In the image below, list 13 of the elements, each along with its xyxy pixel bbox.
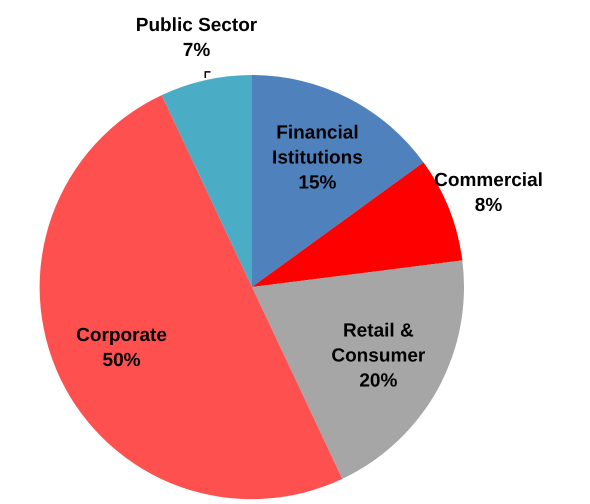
data-label: 8% (474, 194, 502, 216)
slice-label: Public Sector (136, 15, 258, 36)
pie-slice (252, 260, 464, 479)
slice-label: Commercial (434, 170, 543, 191)
data-label: 50% (102, 350, 141, 371)
slice-label: Financial Istitutions (272, 122, 363, 169)
data-label: 20% (359, 370, 398, 392)
slice-label: Retail & Consumer (331, 320, 426, 366)
slice-label: Corporate (76, 324, 167, 346)
pie-slice (162, 75, 252, 287)
pie-slice (252, 75, 424, 287)
data-label: 15% (298, 172, 337, 194)
data-label: 7% (182, 40, 210, 62)
